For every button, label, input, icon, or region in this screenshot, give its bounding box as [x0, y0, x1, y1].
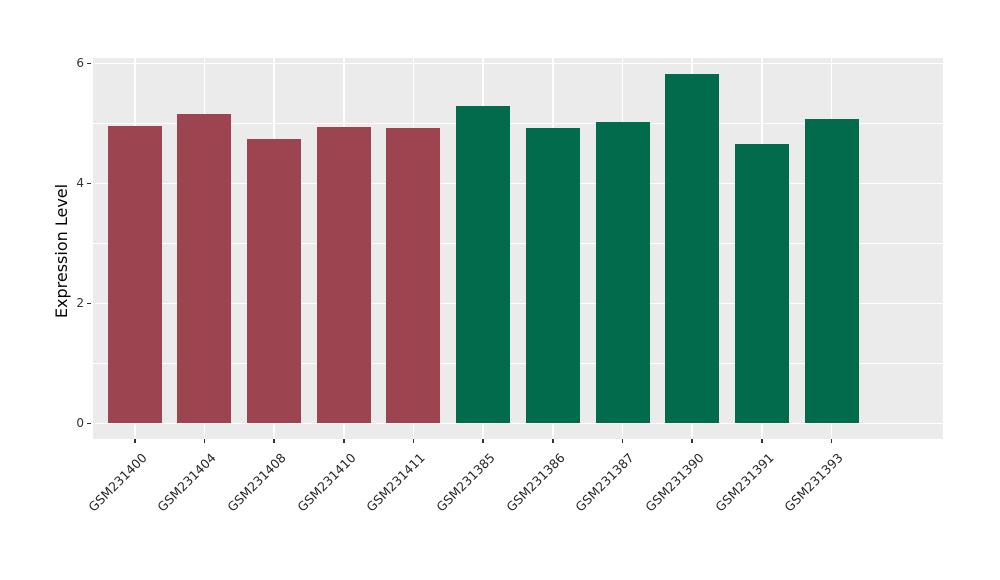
y-tick-label: 0: [76, 416, 84, 431]
y-tick-mark: [87, 62, 91, 65]
bar-GSM231411: [386, 128, 441, 424]
gridline-major: [93, 302, 943, 305]
bar-GSM231391: [734, 143, 789, 424]
gridline-minor: [93, 123, 943, 125]
x-tick-mark: [134, 439, 136, 443]
x-tick-mark: [203, 439, 206, 443]
x-tick-mark: [482, 439, 484, 443]
bar-GSM231408: [247, 138, 302, 424]
x-tick-mark: [273, 439, 275, 443]
x-tick-label-text: GSM231393: [781, 450, 847, 515]
x-tick-mark: [761, 439, 763, 443]
bar-GSM231400: [107, 126, 162, 424]
y-axis-title: Expression Level: [52, 183, 71, 319]
y-tick-mark: [87, 182, 91, 185]
bar-GSM231386: [525, 128, 580, 424]
y-tick-mark: [87, 302, 91, 305]
gridline-minor: [93, 243, 943, 245]
gridline-major: [93, 62, 943, 65]
bar-GSM231385: [456, 105, 511, 424]
x-tick-mark: [412, 439, 415, 443]
gridline-major: [93, 422, 943, 425]
x-tick-label: GSM231393: [676, 447, 846, 514]
x-tick-mark: [621, 439, 624, 443]
y-tick-label: 6: [76, 56, 84, 71]
bar-GSM231410: [316, 126, 371, 424]
x-tick-mark: [691, 439, 693, 443]
bar-GSM231387: [595, 122, 650, 424]
plot-panel: [93, 58, 943, 439]
bar-GSM231390: [665, 74, 720, 424]
gridline-minor: [93, 363, 943, 365]
bar-GSM231404: [177, 114, 232, 424]
x-tick-mark: [343, 439, 345, 443]
x-tick-mark: [830, 439, 833, 443]
x-tick-mark: [552, 439, 554, 443]
y-tick-label: 2: [76, 296, 84, 311]
gridline-major: [93, 182, 943, 185]
y-tick-mark: [87, 422, 91, 425]
y-tick-label: 4: [76, 176, 84, 191]
bar-GSM231393: [804, 118, 859, 424]
